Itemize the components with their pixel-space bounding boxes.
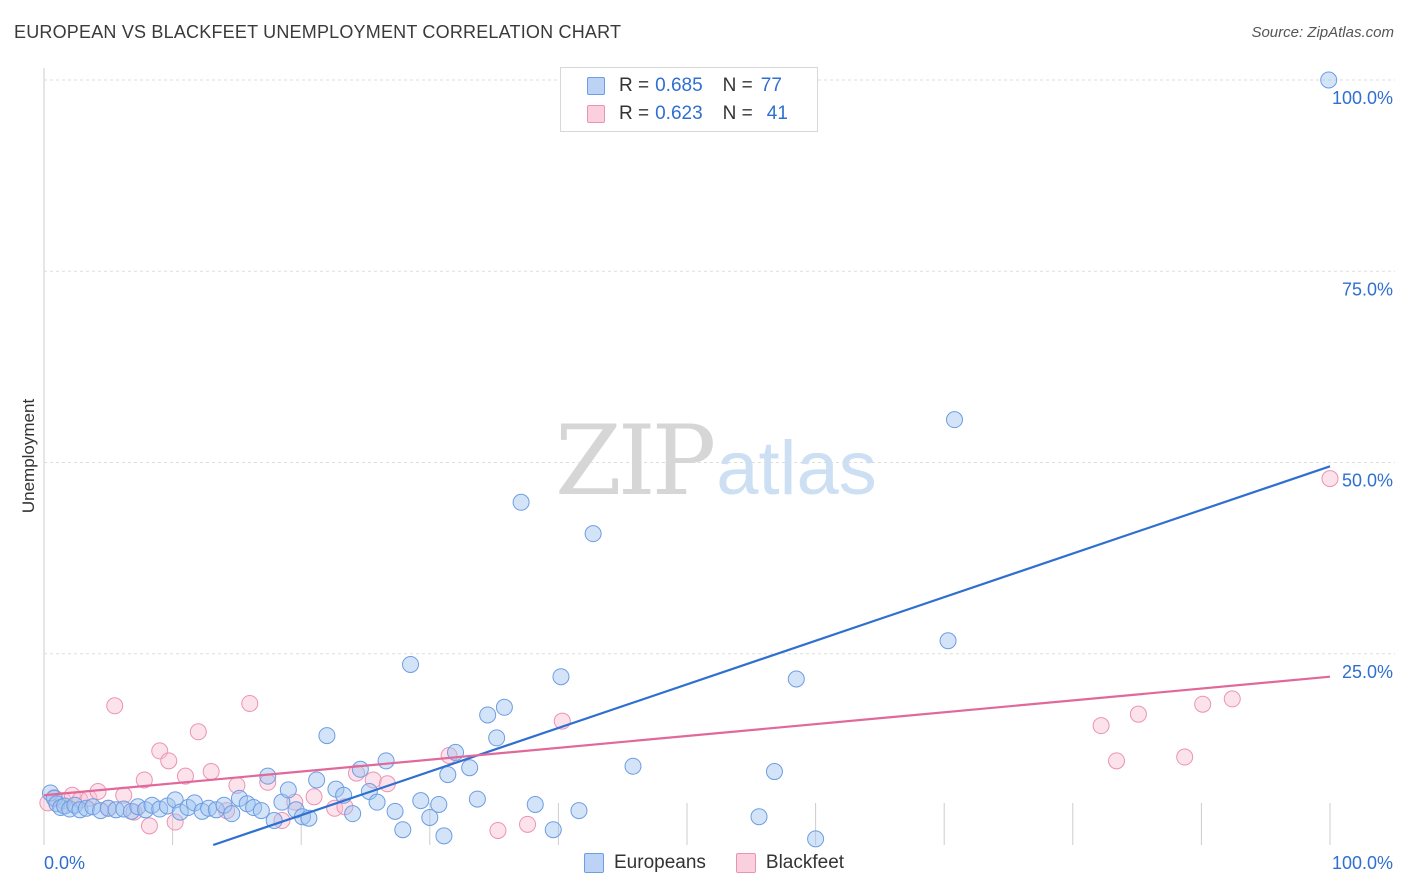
europeans-point [765,763,783,781]
europeans-point [468,790,486,808]
legend-row-europeans: R = 0.685 N = 77 [587,75,782,97]
europeans-point [394,821,412,839]
blackfeet-point [202,763,220,781]
blackfeet-point [135,771,153,789]
y-tick-label: 100.0% [1332,88,1393,108]
blackfeet-point [1223,690,1241,708]
blackfeet-point [489,821,507,839]
watermark-atlas: atlas [716,426,877,511]
y-tick-label: 25.0% [1342,662,1393,682]
blackfeet-n-label: N = [722,103,753,124]
blackfeet-point [176,767,194,785]
europeans-point [435,827,453,845]
blackfeet-point [106,697,124,715]
blackfeet-point [1129,705,1147,723]
europeans-point [368,793,386,811]
y-tick-label: 75.0% [1342,279,1393,299]
source-credit: Source: ZipAtlas.com [1251,24,1394,41]
europeans-point [750,808,768,826]
europeans-point [945,411,963,429]
blackfeet-n-value: 41 [766,103,788,124]
correlation-legend: R = 0.685 N = 77 R = 0.623 N = 41 [560,67,818,132]
blackfeet-point [1321,470,1339,488]
blackfeet-point [241,694,259,712]
y-tick-labels: 25.0% 50.0% 75.0% 100.0% [1332,88,1393,682]
x-tick-label: 100.0% [1332,853,1393,873]
europeans-point [584,525,602,543]
europeans-point [318,727,336,745]
europeans-n-value: 77 [760,75,782,96]
europeans-point [552,668,570,686]
europeans-n-label: N = [722,75,753,96]
europeans-r-value: 0.685 [655,75,703,96]
europeans-swatch [587,77,605,95]
europeans-point [252,802,270,820]
blackfeet-series [39,470,1339,839]
europeans-point [479,706,497,724]
watermark: ZIPatlas [555,405,877,517]
europeans-point [386,802,404,820]
blackfeet-point [1176,748,1194,766]
y-axis-label: Unemployment [19,399,38,514]
europeans-point [807,830,825,848]
europeans-r-label: R = [619,75,650,96]
blackfeet-point [160,752,178,770]
europeans-point [939,632,957,650]
europeans-point [421,808,439,826]
blackfeet-legend-swatch [735,853,756,873]
y-tick-label: 50.0% [1342,471,1393,491]
europeans-point [624,757,642,775]
europeans-trend-line [212,465,1331,847]
europeans-point [377,752,395,770]
europeans-point [71,801,89,819]
blackfeet-point [305,788,323,806]
blackfeet-point [364,771,382,789]
europeans-point [461,759,479,777]
europeans-point [402,655,420,673]
europeans-point [439,766,457,784]
chart-title: EUROPEAN VS BLACKFEET UNEMPLOYMENT CORRE… [14,22,622,42]
europeans-point [223,805,241,823]
blackfeet-point [166,813,184,831]
legend-row-blackfeet: R = 0.623 N = 41 [587,103,788,125]
europeans-point [351,760,369,778]
europeans-point [1320,71,1338,89]
blackfeet-swatch [587,105,605,123]
europeans-point [544,821,562,839]
europeans-point [495,698,513,716]
x-tick-label: 0.0% [44,853,85,873]
blackfeet-point [1194,695,1212,713]
europeans-point [570,802,588,820]
europeans-point [430,795,448,813]
blackfeet-point [1108,752,1126,770]
trend-lines [43,465,1331,847]
europeans-point [412,792,430,810]
blackfeet-point [140,817,158,835]
europeans-point [344,805,362,823]
europeans-point [526,795,544,813]
blackfeet-point [519,815,537,833]
europeans-point [77,799,95,817]
blackfeet-r-value: 0.623 [655,103,703,124]
europeans-point [143,796,161,814]
watermark-zip: ZIP [555,405,716,517]
blackfeet-legend-label: Blackfeet [765,852,845,873]
europeans-point [787,670,805,688]
europeans-point [279,781,297,799]
europeans-series [41,71,1338,848]
europeans-point [512,493,530,511]
europeans-legend-label: Europeans [614,852,706,873]
x-tick-labels: 0.0% 100.0% [44,853,1393,873]
legend-item-blackfeet: Blackfeet [735,852,845,874]
legend-item-europeans: Europeans [584,852,706,874]
blackfeet-trend-line [43,675,1331,797]
europeans-point [488,729,506,747]
blackfeet-point [1092,717,1110,735]
blackfeet-r-label: R = [619,103,650,124]
europeans-point [308,771,326,789]
blackfeet-point [189,723,207,741]
series-legend: Europeans Blackfeet [584,852,874,874]
europeans-legend-swatch [584,853,604,873]
